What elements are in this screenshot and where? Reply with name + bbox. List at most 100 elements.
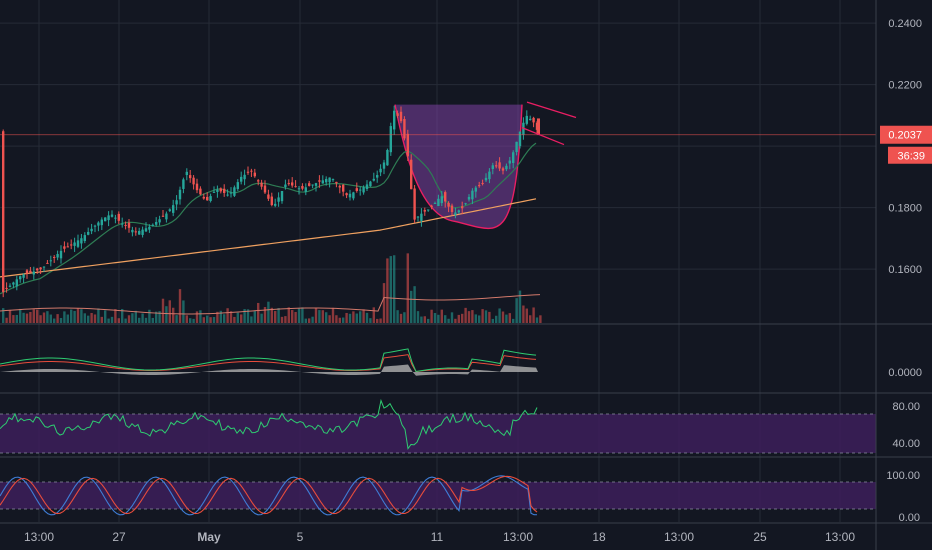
volume-bar [420, 316, 423, 323]
volume-bar [372, 307, 375, 323]
candle-body [158, 219, 161, 223]
volume-bar [508, 313, 511, 323]
volume-bar [56, 314, 59, 323]
candle-body [488, 171, 491, 180]
candle-body [178, 189, 182, 200]
candle-body [131, 229, 134, 233]
candle-body [192, 177, 195, 185]
volume-bar [335, 315, 338, 323]
volume-bar [376, 318, 379, 323]
candle-body [515, 141, 518, 153]
volume-bar [236, 312, 239, 323]
candle-body [229, 192, 233, 194]
volume-bar [168, 300, 171, 323]
candle-body [501, 168, 505, 171]
time-tick-label: 27 [112, 530, 126, 544]
candle-body [345, 193, 348, 196]
volume-bar [331, 307, 335, 323]
stoch-tick-label: 0.00 [899, 512, 920, 524]
candle-body [338, 185, 341, 188]
volume-bar [39, 315, 42, 323]
volume-bar [127, 315, 131, 323]
candle-body [294, 186, 297, 188]
volume-bar [178, 289, 182, 323]
volume-bar [229, 311, 233, 323]
volume-bar [42, 312, 46, 323]
candle-body [114, 217, 117, 219]
rsi-pane[interactable] [0, 398, 876, 454]
candle-body [406, 133, 409, 157]
price-axis[interactable]: 0.24000.22000.18000.16000.203736:390.000… [880, 18, 932, 524]
candle-body [233, 187, 236, 196]
volume-bar [2, 308, 5, 323]
volume-bar [444, 315, 447, 323]
volume-bar [284, 316, 287, 323]
stoch-k-line [0, 475, 538, 516]
candle-body [8, 285, 12, 287]
volume-bar [518, 290, 522, 323]
macd-pane[interactable] [0, 348, 538, 376]
time-tick-label: 13:00 [664, 530, 694, 544]
candle-body [70, 244, 73, 246]
volume-bar [495, 315, 498, 323]
volume-bar [467, 311, 471, 323]
time-tick-label: 13:00 [24, 530, 54, 544]
volume-bar [328, 315, 331, 323]
ma-fast-line [0, 142, 537, 295]
volume-bar [454, 318, 457, 323]
candle-body [311, 184, 314, 186]
volume-bar [525, 308, 528, 323]
time-axis[interactable]: 13:00 27 May 5 11 13:00 18 13:00 25 13:00 [24, 530, 855, 544]
volume-bar [49, 314, 52, 323]
volume-bar [36, 309, 39, 323]
candle-body [495, 165, 498, 167]
candle-body [467, 196, 471, 200]
volume-bar [447, 318, 450, 323]
stochastic-pane[interactable] [0, 475, 876, 516]
flag-pattern[interactable] [521, 101, 577, 146]
volume-bar [365, 312, 369, 323]
candle-body [46, 262, 49, 264]
rsi-tick-label: 80.00 [892, 401, 920, 413]
volume-bar [386, 258, 389, 323]
candle-body [267, 194, 270, 199]
volume-bar [413, 286, 416, 323]
volume-bar [287, 307, 290, 323]
volume-bar [83, 313, 86, 323]
candle-body [314, 183, 318, 186]
candle-body [36, 268, 39, 271]
candle-body [447, 202, 450, 207]
volume-bar [257, 302, 260, 323]
candle-body [195, 183, 199, 191]
volume-bar [342, 317, 345, 323]
volume-bar [389, 256, 392, 323]
ma-slow-line [0, 198, 537, 278]
volume-bar [280, 316, 284, 323]
candle-body [420, 213, 423, 221]
candle-body [461, 206, 464, 209]
macd-tick-label: 0.0000 [888, 367, 922, 379]
candle-body [464, 203, 467, 205]
candle-body [202, 196, 205, 199]
volume-bar [437, 314, 440, 323]
volume-bar [263, 307, 267, 323]
last-price-text: 0.2037 [888, 130, 922, 142]
volume-bar [155, 311, 158, 323]
candle-body [389, 126, 392, 153]
candle-body [5, 287, 8, 289]
volume-bar [345, 312, 348, 323]
candle-body [508, 160, 511, 164]
volume-bar [359, 311, 362, 323]
volume-bar [233, 316, 236, 323]
candle-body [491, 165, 494, 169]
volume-bar [212, 317, 216, 323]
candle-body [304, 187, 307, 192]
candlesticks[interactable] [0, 105, 876, 298]
candle-body [168, 209, 171, 211]
volume-bar [5, 317, 8, 323]
candle-body [110, 214, 114, 217]
candle-body [518, 131, 522, 147]
candle-body [15, 279, 18, 287]
